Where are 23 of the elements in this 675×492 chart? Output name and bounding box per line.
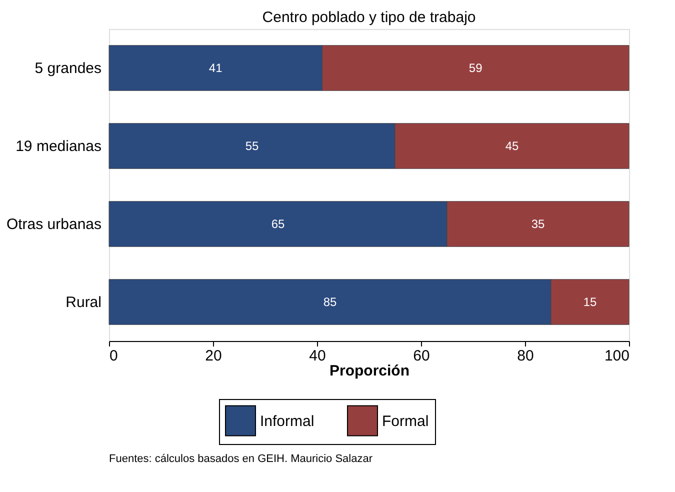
legend-label: Formal [382,412,429,430]
x-tick-label: 100 [604,348,630,364]
data-label: 45 [505,139,519,153]
chart-title: Centro poblado y tipo de trabajo [262,9,476,26]
data-label: 59 [468,61,483,75]
y-tick-label: Otras urbanas [6,216,102,233]
legend-label: Informal [260,412,314,430]
data-label: 55 [245,139,259,153]
y-tick-label: 19 medianas [16,138,102,155]
data-label: 65 [271,217,285,231]
data-label: 85 [323,295,337,309]
x-tick-label: 80 [517,348,534,364]
data-label: 35 [531,217,545,231]
data-label: 15 [583,295,597,309]
x-tick-label: 40 [309,348,326,364]
y-tick-label: 5 grandes [34,60,102,77]
source-note: Fuentes: cálculos basados en GEIH. Mauricio Salazar [109,453,373,465]
y-tick-label: Rural [66,294,102,311]
x-tick-label: 20 [205,348,222,364]
x-axis-title: Proporción [329,362,410,380]
data-label: 41 [208,61,223,75]
x-tick-label: 0 [110,348,118,364]
x-tick-label: 60 [413,348,430,364]
